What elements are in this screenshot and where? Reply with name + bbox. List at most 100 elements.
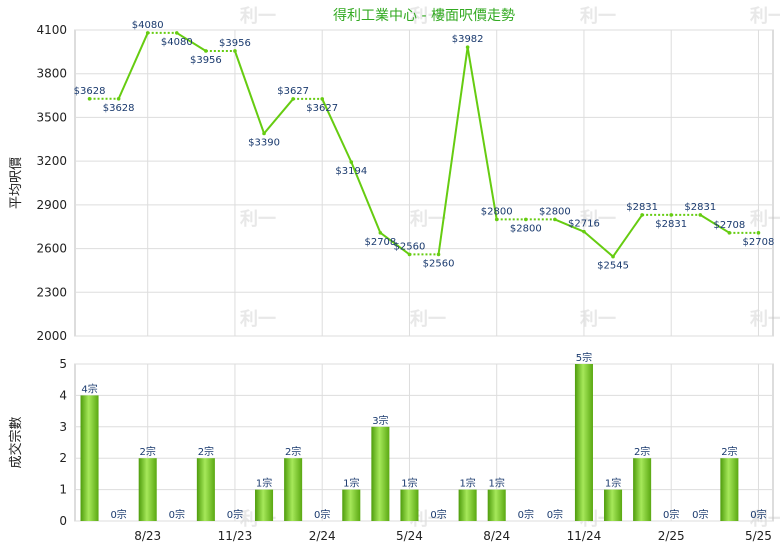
volume-bar bbox=[604, 489, 623, 521]
volume-bar-label: 2宗 bbox=[198, 445, 214, 458]
bar-plot-frame bbox=[74, 363, 774, 522]
price-line-segment bbox=[350, 161, 382, 234]
price-line-segment bbox=[321, 98, 353, 163]
price-line-segment bbox=[176, 32, 207, 52]
price-data-point bbox=[553, 217, 557, 222]
volume-bar bbox=[574, 364, 593, 521]
watermark-text: 利一 bbox=[410, 5, 446, 27]
watermark-text: 利一 bbox=[240, 5, 276, 27]
price-data-label: $3628 bbox=[103, 103, 135, 114]
watermark-text: 利一 bbox=[410, 508, 446, 530]
price-data-point bbox=[145, 31, 150, 35]
volume-bar bbox=[284, 458, 303, 521]
volume-bar bbox=[196, 458, 215, 521]
price-data-point bbox=[756, 231, 761, 235]
price-data-label: $3982 bbox=[452, 34, 484, 45]
price-y-tick-label: 4100 bbox=[36, 23, 67, 37]
volume-y-tick-label: 5 bbox=[59, 357, 67, 371]
price-data-point bbox=[611, 254, 615, 259]
x-axis-tick-label: 5/24 bbox=[396, 529, 423, 543]
volume-bar-label: 1宗 bbox=[343, 477, 359, 490]
price-data-label: $2716 bbox=[568, 219, 600, 230]
price-data-point bbox=[291, 97, 295, 101]
watermark-text: 利一 bbox=[750, 308, 780, 330]
price-data-point bbox=[116, 96, 121, 101]
price-data-point bbox=[698, 213, 703, 217]
price-data-label: $2560 bbox=[423, 258, 455, 269]
price-y-tick-label: 3200 bbox=[36, 154, 67, 168]
volume-bar bbox=[720, 458, 739, 521]
price-data-label: $4080 bbox=[132, 20, 164, 31]
volume-bar bbox=[487, 489, 506, 521]
price-data-label: $3627 bbox=[277, 86, 309, 97]
price-data-label: $3628 bbox=[74, 86, 106, 97]
price-data-label: $4080 bbox=[161, 37, 193, 48]
price-data-point bbox=[640, 213, 644, 217]
price-data-point bbox=[582, 229, 586, 234]
price-data-point bbox=[436, 252, 441, 257]
volume-bar-label: 4宗 bbox=[81, 382, 97, 395]
volume-bar bbox=[342, 489, 361, 521]
watermark-text: 利一 bbox=[750, 208, 780, 230]
volume-bar-label: 0宗 bbox=[110, 508, 126, 521]
chart-title: 得利工業中心 - 樓面呎價走勢 bbox=[333, 7, 515, 24]
volume-bar-label: 1宗 bbox=[459, 477, 475, 490]
price-data-label: $3390 bbox=[248, 137, 280, 148]
price-data-point bbox=[233, 49, 237, 53]
price-data-label: $2831 bbox=[684, 202, 716, 213]
x-axis-tick-label: 2/24 bbox=[309, 529, 336, 543]
price-data-point bbox=[465, 45, 470, 49]
volume-bar-label: 0宗 bbox=[750, 508, 766, 521]
volume-bar-label: 2宗 bbox=[285, 445, 301, 458]
volume-bar bbox=[633, 458, 652, 521]
watermark-text: 利一 bbox=[750, 5, 780, 27]
watermark-text: 利一 bbox=[580, 308, 616, 330]
volume-bar-label: 0宗 bbox=[547, 508, 563, 521]
price-line-segment bbox=[554, 218, 585, 233]
x-axis-tick-label: 11/23 bbox=[218, 529, 253, 543]
watermark-text: 利一 bbox=[410, 208, 446, 230]
price-y-tick-label: 2900 bbox=[36, 198, 67, 212]
price-line-segment bbox=[117, 32, 149, 100]
watermark-text: 利一 bbox=[240, 208, 276, 230]
price-data-point bbox=[669, 213, 674, 217]
volume-bar bbox=[138, 458, 157, 521]
price-data-label: $3956 bbox=[219, 38, 251, 49]
price-data-label: $3956 bbox=[190, 55, 222, 66]
volume-bar-label: 1宗 bbox=[401, 477, 417, 490]
volume-bar bbox=[400, 489, 419, 521]
price-y-tick-label: 3500 bbox=[36, 110, 67, 124]
volume-bar-label: 2宗 bbox=[634, 445, 650, 458]
watermark-text: 利一 bbox=[410, 308, 446, 330]
price-data-point bbox=[378, 231, 383, 235]
price-line-segment bbox=[699, 214, 730, 234]
price-line-segment bbox=[234, 50, 265, 134]
price-y-tick-label: 2000 bbox=[36, 329, 67, 343]
price-line-segment bbox=[466, 47, 498, 220]
price-data-label: $2708 bbox=[743, 237, 775, 248]
price-line-segment bbox=[612, 214, 643, 258]
price-y-axis-label: 平均呎價 bbox=[9, 157, 24, 209]
volume-y-tick-label: 0 bbox=[59, 514, 67, 528]
volume-bar bbox=[371, 426, 390, 521]
price-data-point bbox=[349, 160, 354, 164]
price-data-label: $2708 bbox=[713, 220, 745, 231]
x-axis-tick-label: 5/25 bbox=[745, 529, 772, 543]
volume-bar-label: 1宗 bbox=[605, 477, 621, 490]
price-data-label: $2800 bbox=[510, 223, 542, 234]
price-y-tick-label: 2600 bbox=[36, 242, 67, 256]
price-line-segment bbox=[437, 47, 469, 255]
price-data-point bbox=[407, 252, 412, 257]
volume-y-tick-label: 3 bbox=[59, 420, 67, 434]
volume-bar-label: 0宗 bbox=[518, 508, 534, 521]
volume-bar-label: 1宗 bbox=[256, 477, 272, 490]
volume-bar-label: 0宗 bbox=[663, 508, 679, 521]
x-axis-tick-label: 8/23 bbox=[134, 529, 161, 543]
volume-bar-label: 0宗 bbox=[692, 508, 708, 521]
watermark-text: 利一 bbox=[580, 208, 616, 230]
volume-y-axis-label: 成交宗數 bbox=[8, 416, 24, 468]
price-data-point bbox=[320, 97, 325, 101]
price-line-segment bbox=[583, 230, 614, 258]
volume-bar-label: 0宗 bbox=[430, 508, 446, 521]
